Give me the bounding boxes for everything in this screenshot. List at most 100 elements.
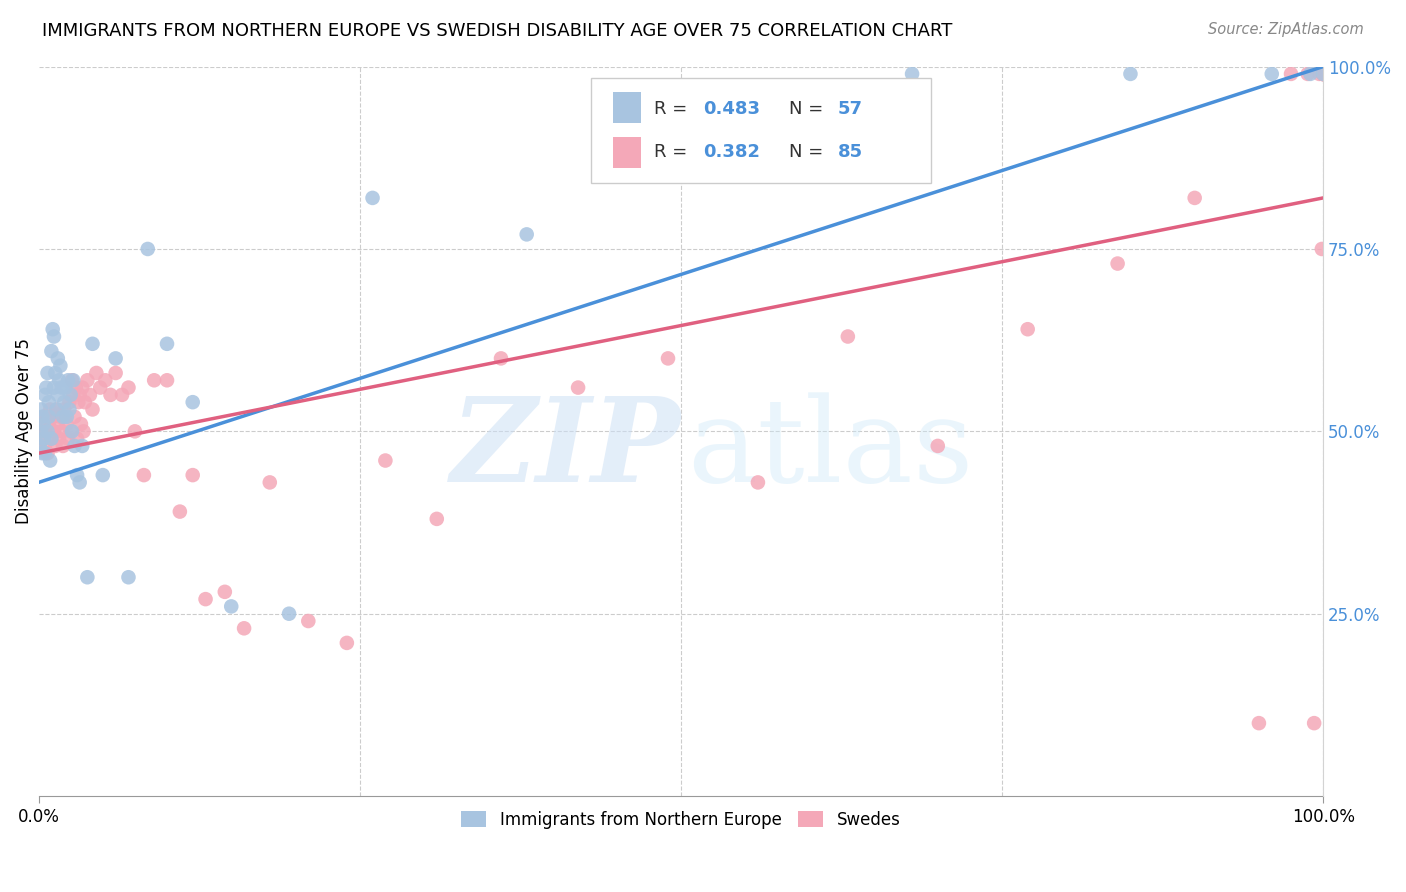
Point: [1312, 67, 1334, 81]
Point: [42, 425, 65, 439]
Point: [55, 409, 77, 424]
Point: [34, 439, 56, 453]
Point: [30, 402, 52, 417]
Text: N =: N =: [789, 143, 828, 161]
Point: [1279, 67, 1302, 81]
Point: [30, 425, 52, 439]
Point: [49, 359, 72, 373]
Point: [76, 570, 98, 584]
Point: [62, 373, 84, 387]
Point: [62, 388, 84, 402]
Point: [278, 607, 301, 621]
Point: [67, 395, 90, 409]
Point: [49, 409, 72, 424]
Point: [53, 402, 76, 417]
Point: [156, 373, 179, 387]
Point: [747, 475, 769, 490]
Point: [35, 381, 58, 395]
Point: [1312, 67, 1334, 81]
Point: [567, 381, 589, 395]
Point: [63, 409, 86, 424]
Point: [45, 402, 67, 417]
Point: [58, 395, 80, 409]
Point: [72, 425, 94, 439]
Point: [34, 446, 56, 460]
Text: 57: 57: [838, 100, 862, 118]
Point: [1299, 67, 1322, 81]
Point: [31, 432, 53, 446]
Point: [28, 439, 51, 453]
Point: [82, 402, 104, 417]
Legend: Immigrants from Northern Europe, Swedes: Immigrants from Northern Europe, Swedes: [454, 804, 907, 835]
Point: [837, 329, 859, 343]
Point: [132, 468, 155, 483]
Point: [37, 425, 59, 439]
Point: [1247, 716, 1270, 731]
Point: [1312, 67, 1334, 81]
Point: [32, 417, 55, 431]
Point: [1312, 67, 1334, 81]
Point: [104, 366, 127, 380]
Point: [1312, 67, 1334, 81]
Point: [124, 425, 146, 439]
Point: [53, 395, 76, 409]
Point: [58, 402, 80, 417]
Point: [32, 432, 55, 446]
Point: [901, 67, 924, 81]
Point: [79, 388, 101, 402]
Point: [426, 512, 449, 526]
Point: [31, 446, 53, 460]
Point: [100, 388, 122, 402]
Point: [1107, 256, 1129, 270]
Point: [117, 570, 139, 584]
Point: [143, 373, 166, 387]
Point: [181, 395, 204, 409]
Point: [41, 322, 63, 336]
Text: atlas: atlas: [688, 392, 973, 507]
Point: [1261, 67, 1284, 81]
FancyBboxPatch shape: [613, 92, 641, 122]
Point: [1308, 67, 1330, 81]
Point: [46, 351, 69, 366]
Point: [297, 614, 319, 628]
Point: [1017, 322, 1039, 336]
Point: [37, 446, 59, 460]
Point: [48, 432, 70, 446]
Point: [70, 417, 93, 431]
Point: [46, 417, 69, 431]
Point: [55, 381, 77, 395]
Point: [1312, 67, 1334, 81]
Point: [70, 381, 93, 395]
Point: [70, 439, 93, 453]
FancyBboxPatch shape: [613, 137, 641, 168]
Point: [336, 636, 359, 650]
Point: [136, 242, 159, 256]
Point: [111, 388, 134, 402]
Point: [233, 621, 256, 635]
Point: [1312, 67, 1334, 81]
Point: [76, 373, 98, 387]
Point: [1119, 67, 1142, 81]
Point: [374, 453, 396, 467]
Text: N =: N =: [789, 100, 828, 118]
Point: [927, 439, 949, 453]
Point: [34, 388, 56, 402]
FancyBboxPatch shape: [591, 78, 931, 184]
Text: IMMIGRANTS FROM NORTHERN EUROPE VS SWEDISH DISABILITY AGE OVER 75 CORRELATION CH: IMMIGRANTS FROM NORTHERN EUROPE VS SWEDI…: [42, 22, 952, 40]
Point: [37, 366, 59, 380]
Point: [73, 395, 96, 409]
Y-axis label: Disability Age Over 75: Disability Age Over 75: [15, 338, 32, 524]
Point: [169, 505, 191, 519]
Point: [657, 351, 679, 366]
Point: [38, 409, 60, 424]
Point: [1310, 242, 1333, 256]
Point: [41, 409, 63, 424]
Text: 0.483: 0.483: [703, 100, 759, 118]
Point: [66, 432, 89, 446]
Point: [1303, 716, 1326, 731]
Point: [34, 425, 56, 439]
Point: [89, 381, 111, 395]
Point: [35, 409, 58, 424]
Text: R =: R =: [654, 100, 693, 118]
Point: [489, 351, 512, 366]
